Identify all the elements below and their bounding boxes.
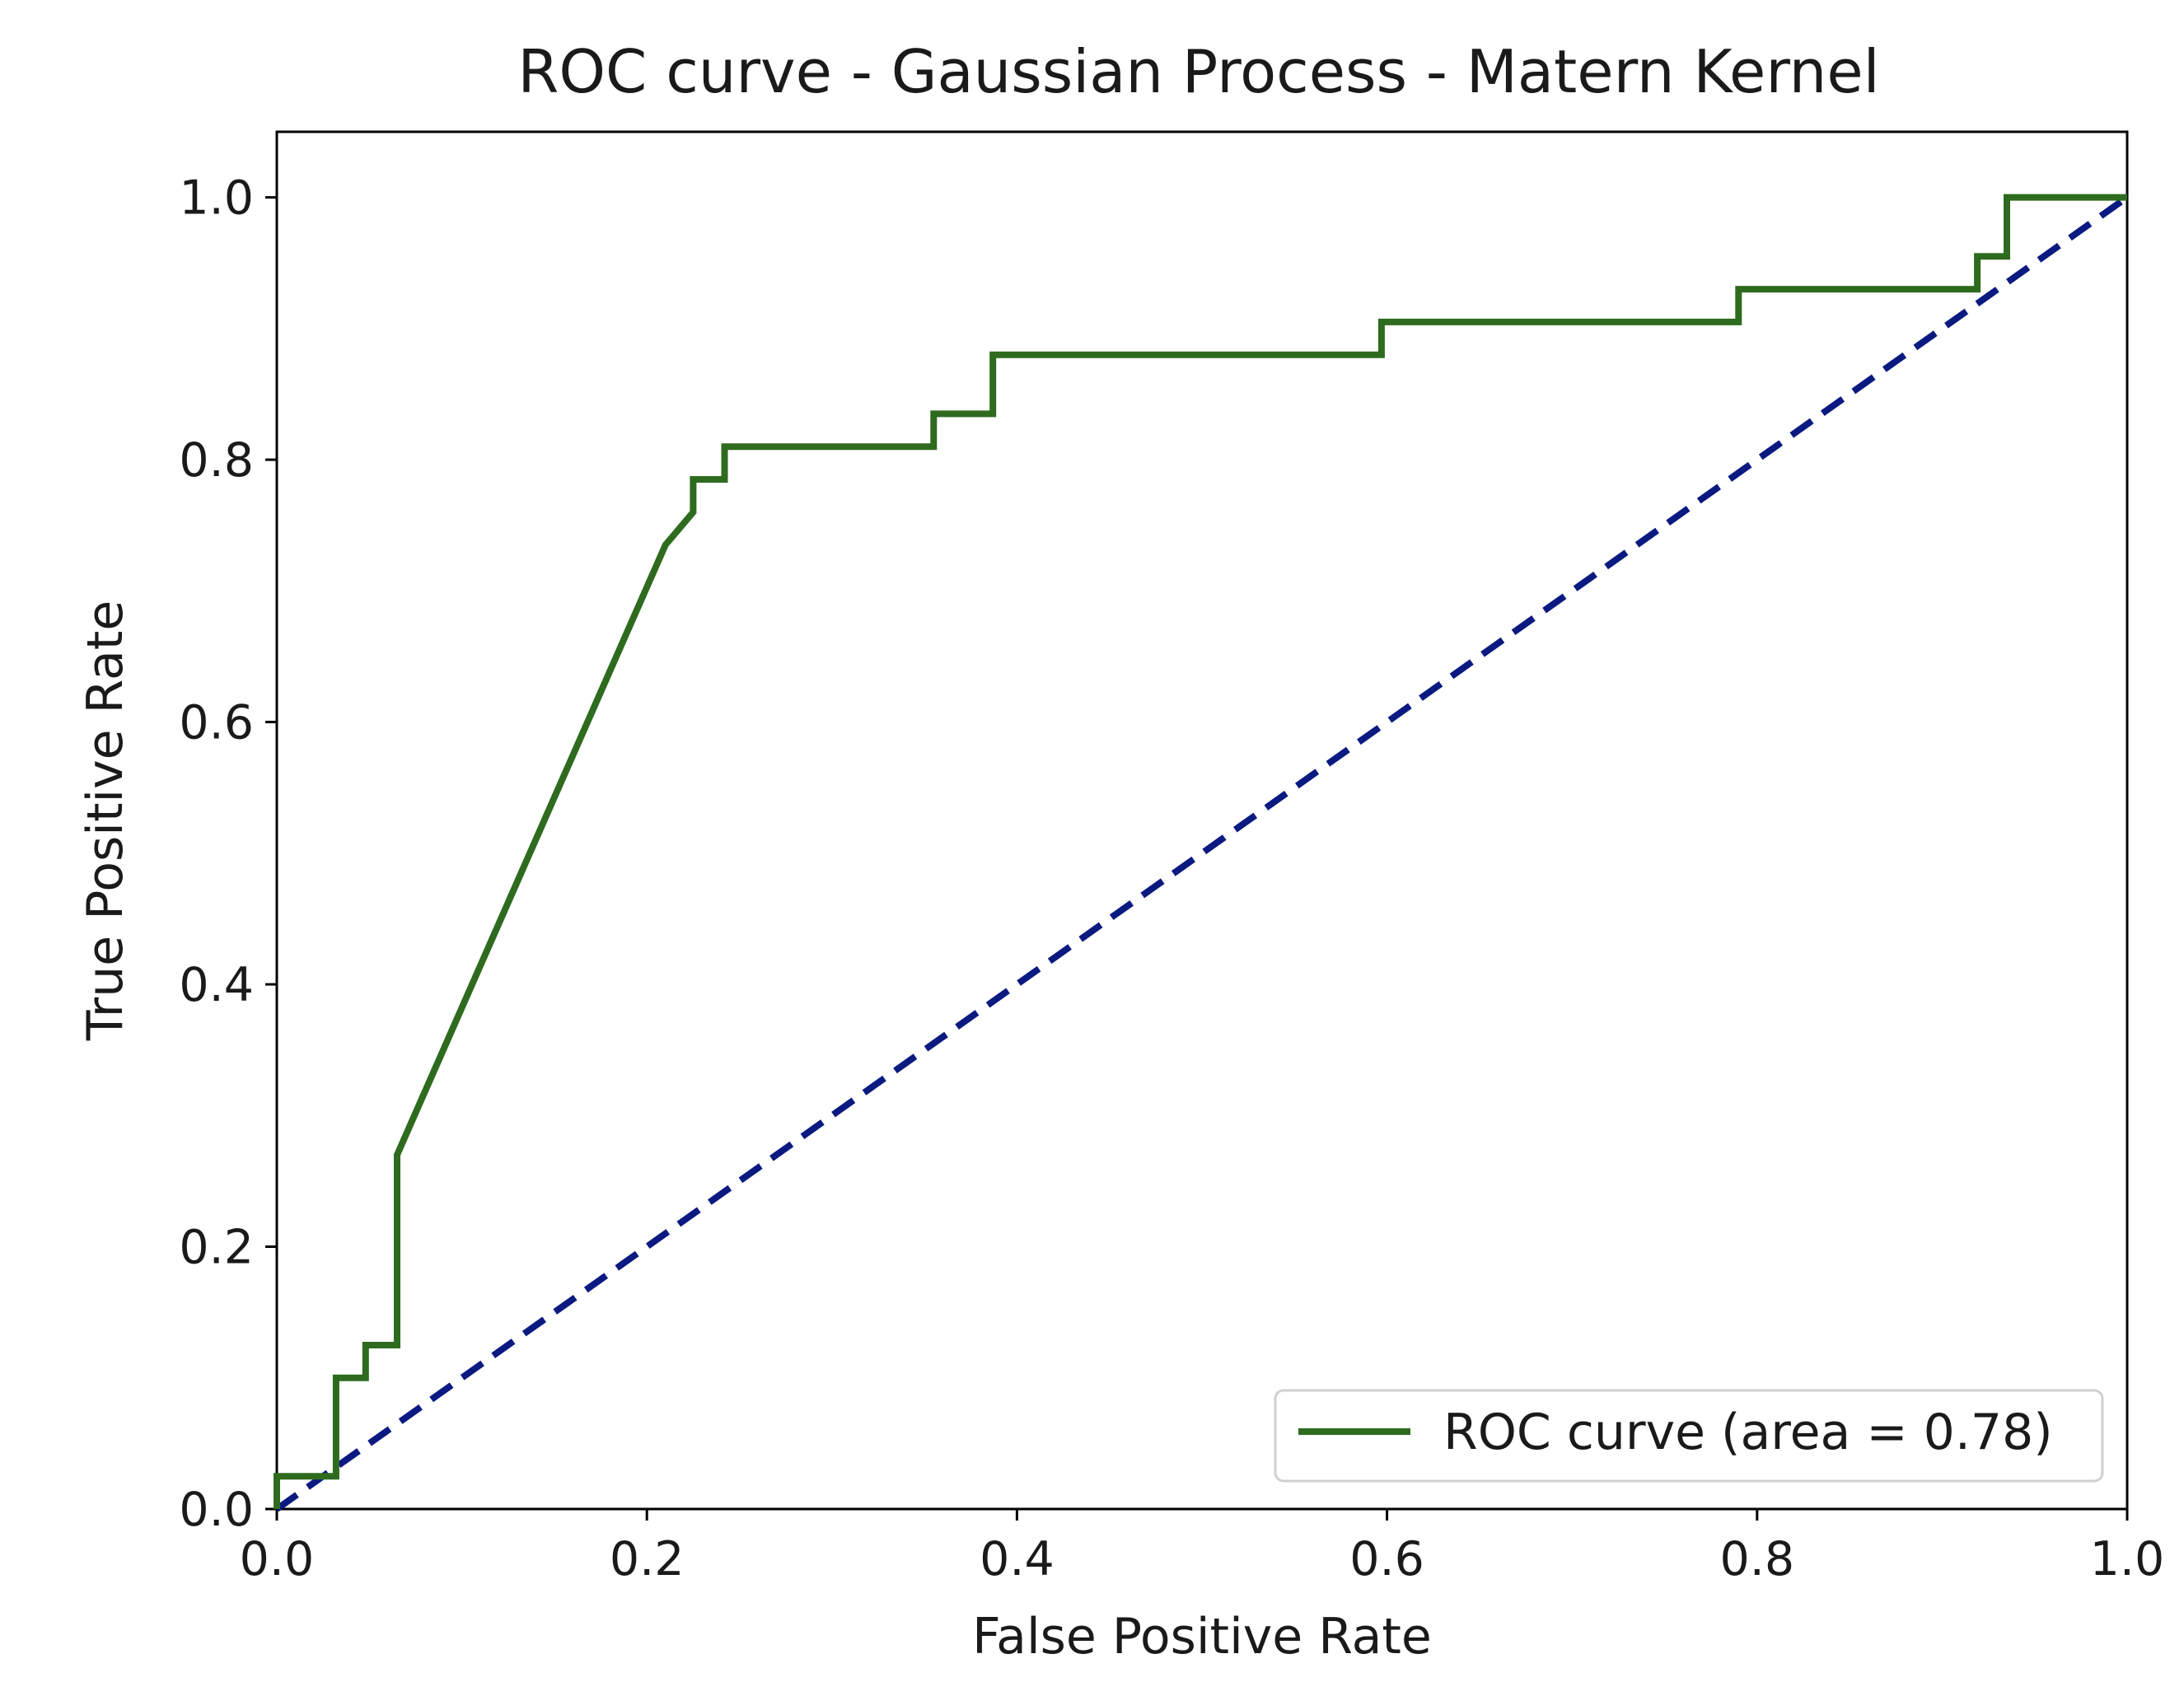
x-tick-label: 0.6 [1349,1532,1424,1586]
x-tick-label: 0.4 [980,1532,1055,1586]
x-axis-label: False Positive Rate [972,1608,1432,1666]
x-tick-label: 1.0 [2090,1532,2165,1586]
chart-title: ROC curve - Gaussian Process - Matern Ke… [517,37,1879,106]
plot-area-frame [275,130,2129,1511]
series-layer [274,194,2130,1512]
y-axis-label: True Positive Rate [77,600,134,1041]
legend-label-roc-curve: ROC curve (area = 0.78) [1443,1404,2053,1461]
x-tick-label: 0.2 [610,1532,685,1586]
legend: ROC curve (area = 0.78) [1274,1389,2104,1483]
legend-box [1274,1389,2104,1483]
y-tick-label: 0.0 [179,1483,254,1537]
x-tick-label: 0.8 [1719,1532,1794,1586]
y-tick-label: 0.2 [179,1221,254,1275]
x-tick-label: 0.0 [240,1532,315,1586]
y-tick-label: 0.6 [179,696,254,750]
y-tick-label: 1.0 [179,171,254,226]
x-axis-ticks: 0.0 0.2 0.4 0.6 0.8 1.0 [240,1509,2165,1586]
chance-reference-line [274,194,2130,1512]
y-tick-label: 0.8 [179,433,254,488]
roc-curve-line [274,194,2127,1509]
y-tick-label: 0.4 [179,958,254,1012]
y-axis-ticks: 0.0 0.2 0.4 0.6 0.8 1.0 [179,171,277,1537]
